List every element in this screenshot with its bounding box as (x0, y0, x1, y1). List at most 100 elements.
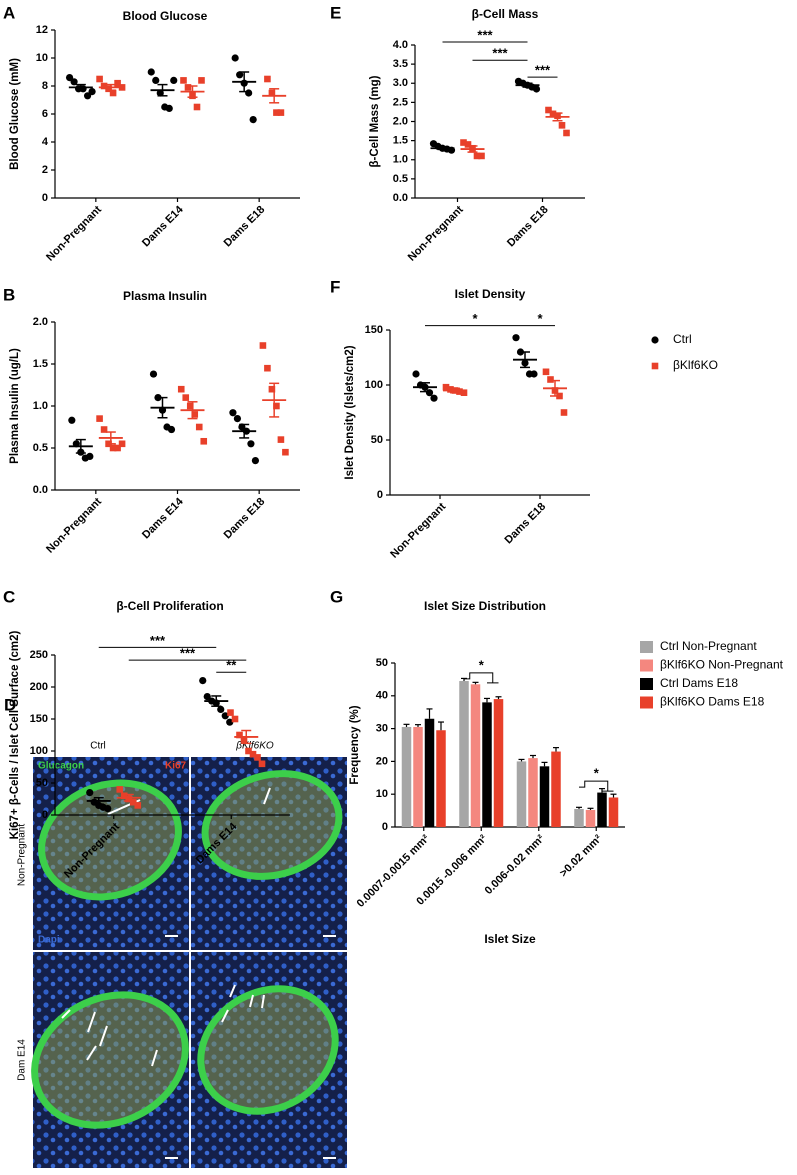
bar (539, 766, 550, 827)
y-tick-label: 0 (377, 489, 383, 501)
y-tick-label: 40 (376, 690, 388, 702)
y-axis-label: β-Cell Mass (mg) (369, 75, 381, 167)
islet (197, 985, 339, 1115)
dot (259, 342, 267, 349)
dot (86, 452, 94, 460)
dot (273, 109, 280, 116)
bar (516, 761, 527, 827)
significance-label: * (537, 311, 543, 326)
x-tick-label: >0.02 mm² (558, 832, 605, 879)
dot (268, 89, 276, 97)
dot (530, 370, 538, 378)
dot (100, 82, 108, 90)
dot (245, 89, 253, 97)
dot (88, 88, 96, 96)
y-tick-label: 250 (30, 649, 48, 661)
dot (104, 805, 112, 813)
dot (86, 789, 94, 797)
bar (413, 726, 423, 827)
dot (193, 103, 201, 111)
legend-label: βKlf6KO (673, 358, 718, 372)
bar (424, 718, 435, 827)
x-tick-label: Dams E18 (503, 501, 549, 547)
dot (547, 376, 554, 383)
dot (273, 402, 280, 410)
dot (236, 71, 244, 79)
dot (258, 760, 266, 768)
significance-label: ** (226, 658, 237, 673)
y-tick-label: 200 (30, 681, 48, 693)
y-tick-label: 4 (42, 136, 49, 148)
legend-swatch (640, 696, 653, 709)
bar (597, 792, 607, 827)
dot (180, 77, 187, 84)
dot (264, 75, 271, 83)
islet (201, 770, 343, 880)
dot (217, 705, 225, 714)
dot (247, 440, 255, 448)
dot (203, 693, 211, 701)
panel-d: D Ctrl βKlf6KO Non-Pregnant Dam E14 Gluc… (4, 695, 347, 1168)
y-tick-label: 1.5 (393, 135, 408, 147)
legend-swatch (640, 641, 653, 653)
y-tick-label: 100 (30, 745, 48, 757)
dot (149, 370, 158, 378)
y-tick-label: 1.0 (393, 154, 408, 166)
dot (114, 79, 121, 87)
chart-title: Blood Glucose (123, 9, 208, 23)
panel-label: G (330, 587, 343, 606)
dot (227, 709, 234, 716)
legend-marker (651, 362, 659, 370)
bar (585, 809, 596, 827)
y-tick-label: 10 (36, 52, 48, 64)
x-tick-label: Non-Pregnant (388, 500, 448, 560)
dot (249, 750, 257, 758)
panel-label: A (3, 3, 15, 22)
dot (105, 85, 112, 93)
stain-label: Ki67 (165, 761, 187, 772)
y-tick-label: 50 (376, 657, 388, 669)
y-tick-label: 20 (376, 755, 388, 767)
bar (482, 702, 492, 827)
significance-label: * (479, 657, 485, 672)
y-tick-label: 0.5 (393, 173, 408, 185)
dot (447, 386, 454, 393)
y-tick-label: 0 (42, 809, 48, 821)
dot (167, 425, 176, 434)
y-tick-label: 150 (365, 324, 383, 336)
y-axis-label: Ki67+ β-Cells / Islet Cell Surface (cm2) (9, 631, 21, 840)
x-tick-label: Non-Pregnant (44, 203, 104, 263)
y-tick-label: 6 (42, 108, 48, 120)
y-axis-label: Islet Density (Islets/cm2) (344, 345, 356, 479)
significance-bracket (464, 672, 499, 684)
y-tick-label: 30 (376, 723, 388, 735)
y-tick-label: 50 (371, 434, 383, 446)
x-tick-label: Dams E14 (140, 495, 186, 541)
dot (191, 411, 199, 418)
dot (532, 85, 541, 93)
dot (542, 368, 550, 376)
dot (251, 457, 260, 465)
panel-label: B (3, 285, 15, 304)
y-axis-label: Frequency (%) (349, 705, 361, 784)
panel-label: D (4, 695, 16, 714)
dot (473, 152, 481, 160)
legend-label: Ctrl Dams E18 (660, 676, 738, 690)
column-label: βKlf6KO (235, 741, 274, 752)
legend-swatch (640, 659, 653, 672)
dot (233, 415, 242, 423)
bar (401, 726, 412, 827)
dot (558, 122, 566, 129)
x-tick-label: Non-Pregnant (44, 495, 104, 555)
bar (574, 808, 584, 827)
y-axis-label: Blood Glucose (mM) (9, 58, 21, 170)
y-tick-label: 8 (42, 80, 48, 92)
dot (177, 385, 185, 393)
x-tick-label: Dams E14 (140, 203, 186, 249)
y-tick-label: 0.5 (33, 442, 48, 454)
dot (116, 786, 124, 793)
y-tick-label: 50 (36, 777, 48, 789)
significance-label: *** (492, 46, 508, 61)
significance-label: * (472, 311, 478, 326)
dot (186, 402, 194, 410)
